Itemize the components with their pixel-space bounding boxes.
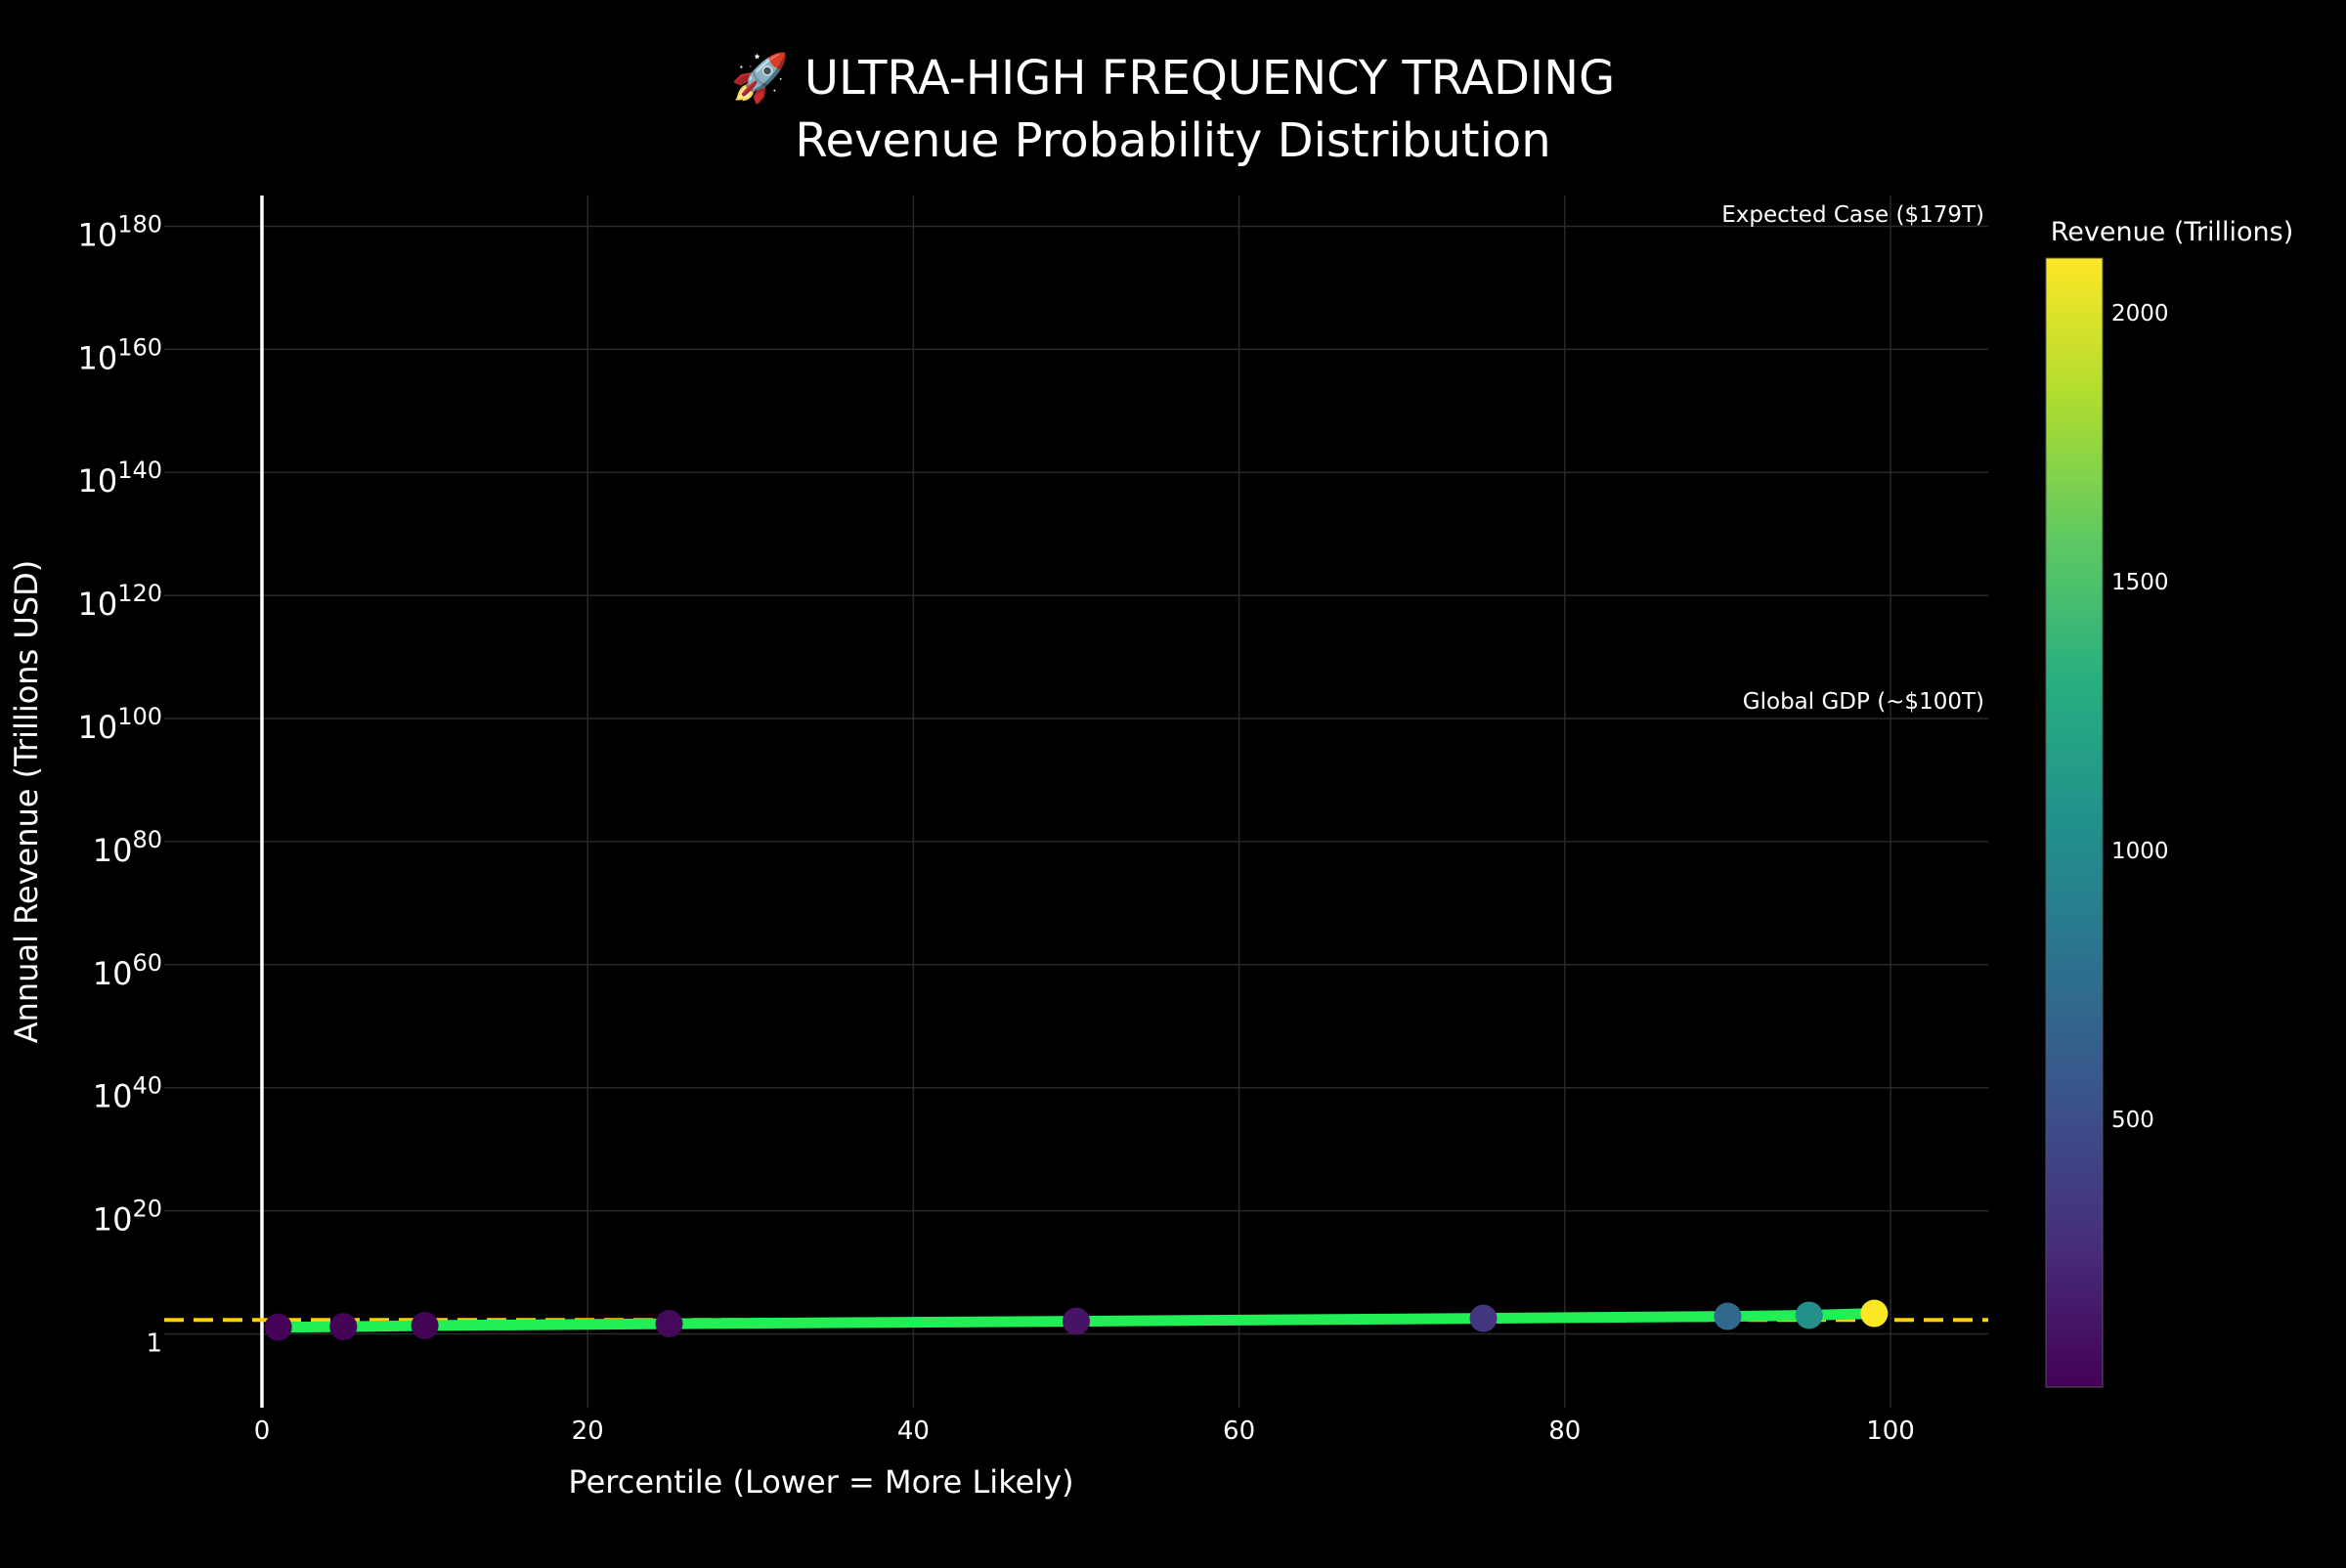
colorbar-tick-label: 1000 [2111,839,2169,864]
y-tick-label: 1 [146,1328,162,1358]
y-tick-label: 10120 [77,580,162,623]
annotations: Expected Case ($179T) Global GDP (~$100T) [1721,202,1984,715]
y-tick-label: 10100 [77,703,162,746]
colorbar: Revenue (Trillions) 500 1000 1500 2000 [2045,217,2294,1388]
revenue-point [264,1313,292,1341]
y-tick-label: 10160 [77,333,162,376]
colorbar-tick-label: 1500 [2111,570,2169,595]
x-tick-label: 80 [1548,1416,1581,1446]
revenue-point [1063,1307,1090,1335]
revenue-point [655,1310,683,1338]
expected-case-annotation: Expected Case ($179T) [1721,202,1984,228]
global-gdp-annotation: Global GDP (~$100T) [1743,689,1984,715]
colorbar-gradient [2045,257,2104,1388]
revenue-point [1795,1301,1823,1329]
y-axis-label: Annual Revenue (Trillions USD) [8,560,45,1044]
grid [164,196,1988,1408]
y-tick-label: 1040 [93,1072,162,1115]
revenue-point [411,1312,439,1340]
y-tick-label: 1080 [93,826,162,869]
x-tick-label: 40 [897,1416,930,1446]
x-axis-label: Percentile (Lower = More Likely) [568,1463,1073,1501]
colorbar-tick-label: 2000 [2111,301,2169,327]
y-tick-label: 1060 [93,949,162,992]
colorbar-title: Revenue (Trillions) [2051,217,2294,247]
revenue-point [329,1313,358,1341]
axes: 0 20 40 60 80 100 1 1020 1040 1060 1080 10100 10120 1… [77,196,1915,1446]
x-tick-label: 100 [1866,1416,1915,1446]
y-tick-label: 1020 [93,1196,162,1239]
revenue-point [1860,1299,1889,1328]
x-tick-label: 60 [1223,1416,1255,1446]
colorbar-tick-label: 500 [2111,1108,2154,1133]
series-group [264,1299,1889,1341]
revenue-point [1469,1304,1498,1332]
y-tick-label: 10180 [77,210,162,253]
x-tick-label: 0 [254,1416,271,1446]
y-tick-label: 10140 [77,457,162,500]
chart-title-line1: 🚀 ULTRA-HIGH FREQUENCY TRADING [731,51,1615,106]
revenue-point [1714,1302,1742,1330]
x-tick-label: 20 [572,1416,604,1446]
chart-title-line2: Revenue Probability Distribution [795,113,1550,168]
